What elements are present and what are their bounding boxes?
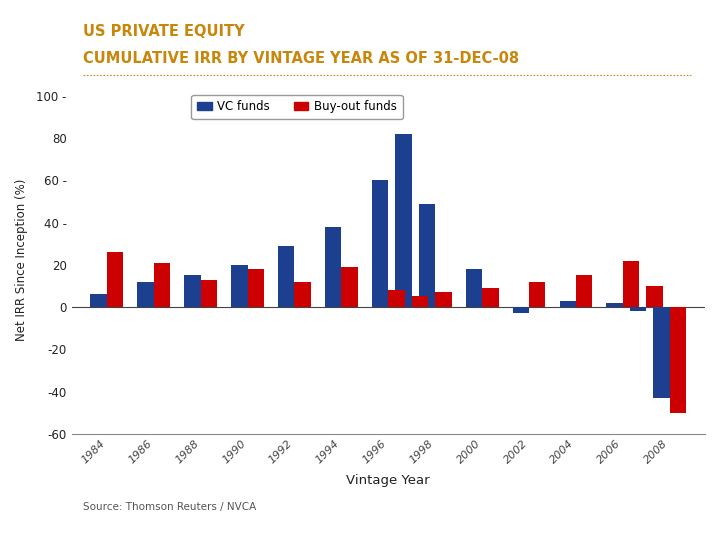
Bar: [435, 292, 451, 307]
Bar: [388, 290, 405, 307]
Bar: [278, 246, 294, 307]
Bar: [606, 303, 623, 307]
Bar: [513, 307, 529, 313]
Bar: [341, 267, 358, 307]
Bar: [248, 269, 264, 307]
Bar: [184, 275, 201, 307]
Bar: [559, 301, 576, 307]
Bar: [107, 252, 123, 307]
Bar: [630, 307, 647, 311]
Bar: [325, 227, 341, 307]
Bar: [372, 180, 388, 307]
Legend: VC funds, Buy-out funds: VC funds, Buy-out funds: [192, 94, 402, 119]
Bar: [201, 280, 217, 307]
Bar: [647, 286, 663, 307]
Y-axis label: Net IRR Since Inception (%): Net IRR Since Inception (%): [15, 178, 28, 341]
Bar: [412, 296, 428, 307]
Text: Source: Thomson Reuters / NVCA: Source: Thomson Reuters / NVCA: [83, 502, 256, 512]
Bar: [576, 275, 593, 307]
Bar: [138, 282, 153, 307]
Text: CUMULATIVE IRR BY VINTAGE YEAR AS OF 31-DEC-08: CUMULATIVE IRR BY VINTAGE YEAR AS OF 31-…: [83, 51, 519, 66]
Text: US PRIVATE EQUITY: US PRIVATE EQUITY: [83, 24, 244, 39]
Bar: [653, 307, 670, 398]
X-axis label: Vintage Year: Vintage Year: [346, 474, 430, 487]
Bar: [670, 307, 686, 413]
Bar: [623, 260, 639, 307]
Bar: [466, 269, 482, 307]
Bar: [419, 204, 435, 307]
Bar: [529, 282, 546, 307]
Bar: [153, 262, 170, 307]
Bar: [294, 282, 311, 307]
Bar: [482, 288, 498, 307]
Bar: [90, 294, 107, 307]
Bar: [231, 265, 248, 307]
Bar: [395, 134, 412, 307]
